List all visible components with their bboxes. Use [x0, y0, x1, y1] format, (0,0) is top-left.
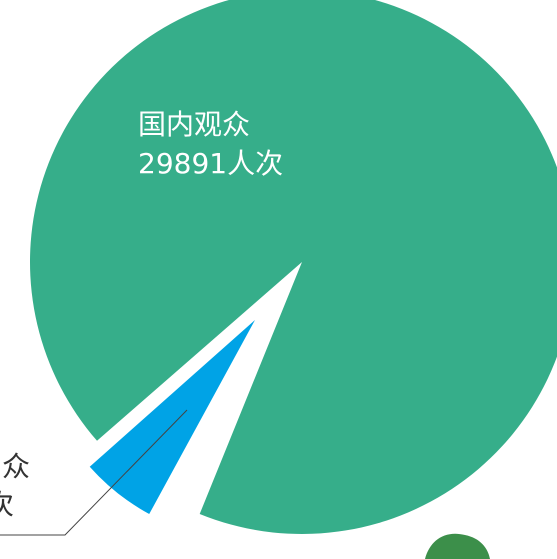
- slice-value-label: 29891人次: [138, 147, 283, 180]
- decoration: [425, 533, 490, 559]
- slice-label: 国内观众: [138, 108, 250, 141]
- slice-value-label: 次: [0, 488, 14, 521]
- pie-slice: [30, 0, 557, 534]
- leader-line: [0, 409, 188, 536]
- slice-label: 众: [2, 450, 30, 483]
- pie-slice: [89, 320, 255, 515]
